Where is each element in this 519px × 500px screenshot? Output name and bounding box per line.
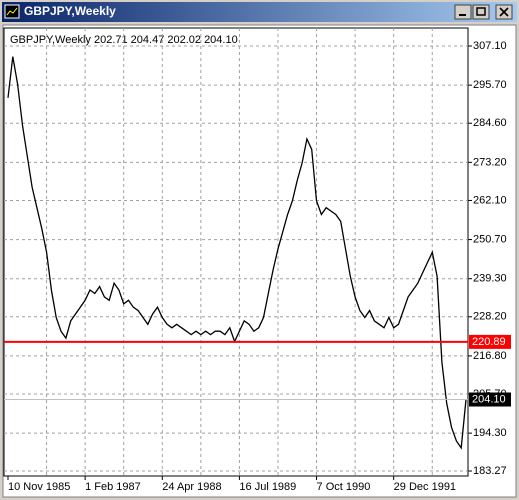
window-buttons[interactable] [454,4,513,20]
maximize-glyph [476,7,486,16]
client-area [2,24,517,498]
y-tick-label: 216.80 [473,350,507,362]
window-icon [4,4,20,19]
y-tick-label: 250.70 [473,233,507,245]
y-tick-label: 194.30 [473,427,507,439]
level-label-box [469,334,511,349]
x-tick-label: 10 Nov 1985 [8,481,70,493]
title-bar [2,2,517,22]
y-tick-label: 307.10 [473,40,507,52]
x-tick-label: 29 Dec 1991 [394,481,456,493]
y-tick-label: 284.60 [473,117,507,129]
level-label: 220.89 [472,336,506,348]
x-tick-label: 7 Oct 1990 [317,481,371,493]
price-marker-label: 204.10 [472,393,506,405]
y-tick-label: 295.70 [473,79,507,91]
plot: 307.10 295.70 284.60 273.20 262.10 250.70 239.… [4,28,511,493]
minimize-button[interactable] [454,4,472,20]
price-marker-box [469,392,511,407]
x-tick-label: 16 Jul 1989 [239,481,296,493]
y-tick-label: 239.30 [473,273,507,285]
window-title: GBPJPY,Weekly [24,4,116,18]
close-glyph [499,7,509,17]
price-line [7,56,467,450]
y-tick-label: 228.20 [473,311,507,323]
x-tick-label: 24 Apr 1988 [162,481,221,493]
plot-border [3,27,469,477]
window-icon-glyph [6,7,18,16]
y-tick-label: 183.27 [473,465,507,477]
y-tick-label: 262.10 [473,194,507,206]
x-tick-label: 1 Feb 1987 [85,481,141,493]
y-tick-label: 273.20 [473,156,507,168]
maximize-button[interactable] [472,4,490,20]
chart-title: GBPJPY,Weekly 202.71 204.47 202.02 204.1… [10,34,238,46]
